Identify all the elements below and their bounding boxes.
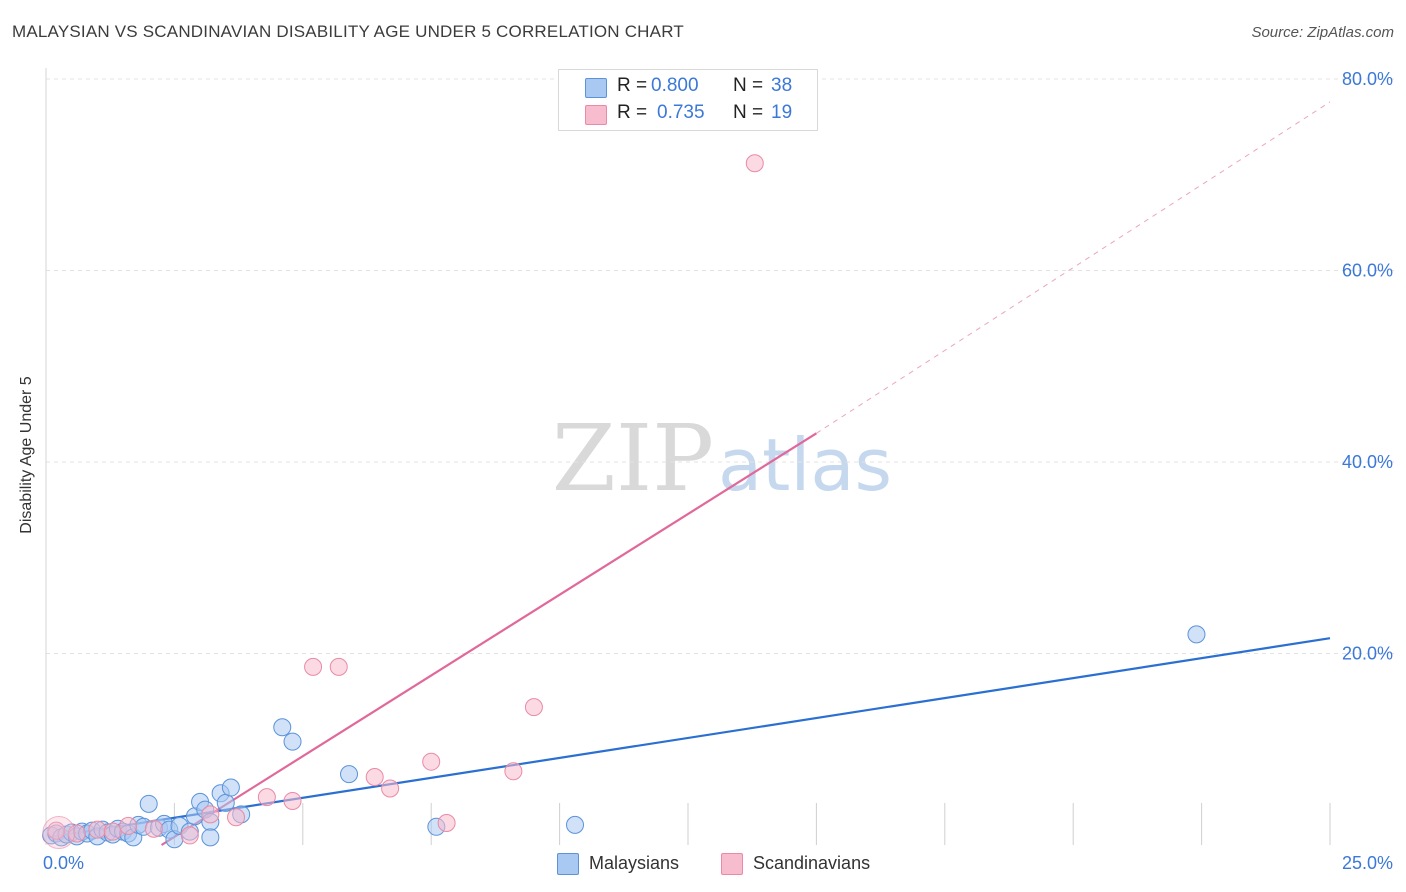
watermark: ZIP atlas	[552, 405, 892, 512]
point-scandinavians	[524, 698, 543, 717]
point-malaysians	[340, 765, 359, 784]
legend-swatch-malaysians	[557, 853, 579, 875]
chart-title: MALAYSIAN VS SCANDINAVIAN DISABILITY AGE…	[12, 22, 684, 41]
source-note: Source: ZipAtlas.com	[1251, 24, 1394, 41]
legend-r-label: R =	[617, 75, 648, 96]
point-scandinavians	[437, 813, 456, 832]
data-points	[42, 154, 1206, 850]
point-scandinavians	[329, 657, 348, 676]
x-tick-label: 0.0%	[43, 853, 84, 873]
watermark-zip: ZIP	[552, 405, 714, 512]
series-legend: Malaysians Scandinavians	[0, 852, 1406, 878]
legend-r-value: 0.800	[651, 75, 699, 96]
point-scandinavians	[257, 788, 276, 807]
point-malaysians	[139, 794, 158, 813]
point-malaysians	[221, 778, 240, 797]
legend-r-value: 0.735	[657, 102, 705, 123]
point-scandinavians	[381, 779, 400, 798]
point-malaysians	[201, 828, 220, 847]
legend-swatch-scandinavians	[721, 853, 743, 875]
legend-label-malaysians: Malaysians	[589, 853, 680, 873]
trend-extension-scandinavians	[816, 101, 1331, 434]
legend-swatch-scandinavians	[585, 105, 607, 125]
correlation-legend: R = 0.800 N = 38 R = 0.735 N = 19	[558, 69, 818, 131]
trend-line-scandinavians	[160, 432, 817, 846]
point-scandinavians	[422, 752, 441, 771]
legend-n-label: N =	[733, 102, 764, 123]
point-malaysians	[283, 732, 302, 751]
y-tick-label: 60.0%	[1342, 261, 1393, 281]
legend-n-value: 19	[771, 102, 793, 123]
point-scandinavians	[504, 762, 523, 781]
point-scandinavians	[365, 768, 384, 787]
y-tick-label: 80.0%	[1342, 69, 1393, 89]
point-malaysians	[1187, 625, 1206, 644]
point-malaysians	[273, 718, 292, 737]
point-scandinavians	[67, 824, 86, 843]
point-scandinavians	[304, 657, 323, 676]
legend-swatch-malaysians	[585, 78, 607, 98]
y-tick-label: 20.0%	[1342, 644, 1393, 664]
point-scandinavians	[47, 821, 66, 840]
point-malaysians	[216, 793, 235, 812]
point-scandinavians	[42, 816, 76, 850]
legend-r-label: R =	[617, 102, 648, 123]
x-tick-label: 25.0%	[1342, 853, 1393, 873]
point-scandinavians	[119, 816, 138, 835]
point-scandinavians	[745, 154, 764, 173]
point-scandinavians	[201, 805, 220, 824]
point-malaysians	[566, 815, 585, 834]
point-scandinavians	[103, 822, 122, 841]
tick-labels: 20.0% 40.0% 60.0% 80.0% 0.0% 25.0%	[43, 69, 1393, 873]
legend-n-value: 38	[771, 75, 793, 96]
watermark-atlas: atlas	[718, 423, 892, 507]
legend-label-scandinavians: Scandinavians	[753, 853, 871, 873]
point-scandinavians	[88, 820, 107, 839]
point-scandinavians	[144, 819, 163, 838]
point-scandinavians	[283, 791, 302, 810]
point-scandinavians	[227, 808, 246, 827]
y-tick-label: 40.0%	[1342, 452, 1393, 472]
gridlines	[46, 78, 1394, 654]
legend-n-label: N =	[733, 75, 764, 96]
point-scandinavians	[180, 826, 199, 845]
